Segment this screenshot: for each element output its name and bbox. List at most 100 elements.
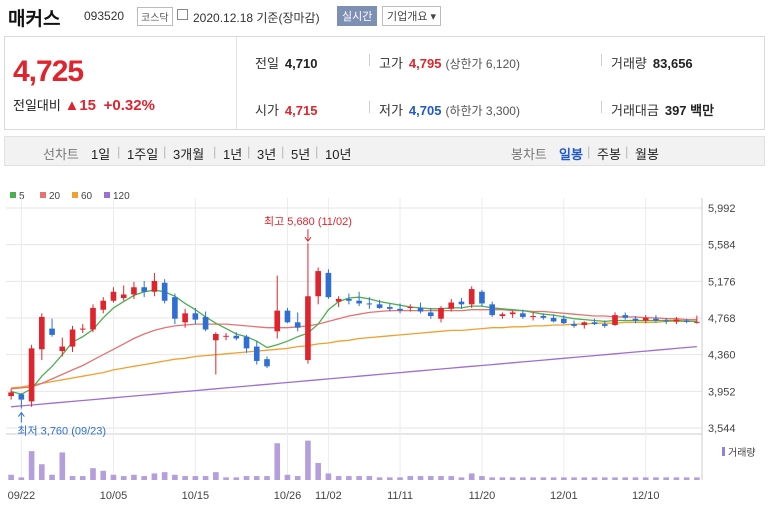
moving-averages (10, 289, 697, 408)
volume-bar (550, 477, 557, 480)
x-tick-label: 11/02 (315, 490, 342, 502)
candle-body (366, 303, 373, 305)
candle-body (520, 313, 526, 317)
volume-bar (673, 477, 680, 480)
candle-weekly[interactable]: 주봉 (597, 147, 621, 162)
candle-body (694, 321, 700, 323)
candle-body (591, 322, 598, 325)
legend-label: 60 (81, 191, 93, 202)
candle-body (39, 316, 45, 350)
candle-chart-label[interactable]: 봉차트 (511, 147, 547, 162)
candle-body (601, 324, 608, 326)
legend-label: 120 (113, 191, 130, 202)
x-axis: 09/22 10/05 10/15 10/26 11/02 11/11 11/20 12/01… (8, 490, 660, 502)
candle-body (530, 316, 536, 318)
legend-swatch (104, 192, 110, 198)
x-tick-label: 09/22 (8, 490, 36, 502)
candle-body (663, 320, 669, 322)
volume-bar (561, 477, 567, 480)
y-axis: 5,992 5,584 5,176 4,768 4,360 3,952 3,544 (708, 203, 736, 435)
volume-bar (632, 477, 639, 480)
volume-bar (79, 476, 86, 480)
volume-bar (622, 477, 629, 480)
volume-bar (172, 474, 178, 480)
stock-header: 매커스 093520 코스닥 2020.12.18 기준(장마감) 실시간 기업… (0, 0, 769, 30)
chart-grid (6, 198, 703, 480)
period-1d[interactable]: 1일 (91, 147, 111, 162)
volume-bar (28, 451, 35, 480)
legend-label: 5 (19, 191, 25, 202)
volume-bar (438, 476, 444, 480)
period-5y[interactable]: 5년 (291, 147, 311, 162)
high-annotation: 최고 5,680 (11/02) (264, 215, 352, 228)
candle-monthly[interactable]: 월봉 (635, 147, 659, 162)
volume-bar (90, 468, 96, 480)
volume-bar (110, 474, 117, 480)
period-1w[interactable]: 1주일 (127, 147, 159, 162)
separator: | (315, 144, 319, 159)
y-tick-label: 3,544 (708, 423, 736, 435)
candle-body (141, 287, 147, 292)
candle-body (540, 316, 547, 318)
volume-bar (305, 440, 311, 480)
y-tick-label: 4,360 (708, 350, 736, 362)
change-label: 전일대비 (13, 98, 61, 113)
line-chart-label[interactable]: 선차트 (43, 147, 79, 162)
candle-body (18, 394, 25, 400)
legend-label: 20 (49, 191, 61, 202)
candle-body (202, 316, 209, 330)
legend-swatch (10, 192, 16, 198)
volume-bar (325, 473, 332, 480)
candle-body (69, 329, 76, 347)
volume-bar (100, 470, 107, 480)
volume-bar (202, 476, 209, 480)
period-3m[interactable]: 3개월 (173, 147, 205, 162)
candle-body (305, 296, 311, 361)
candle-body (172, 297, 178, 319)
x-tick-label: 11/11 (387, 490, 413, 502)
stock-name: 매커스 (8, 9, 61, 30)
legend-swatch (40, 192, 46, 198)
x-tick-label: 12/01 (550, 490, 578, 502)
separator: | (213, 144, 217, 159)
volume-bar (294, 476, 301, 480)
volume-bar (141, 476, 147, 480)
candle-body (264, 359, 270, 367)
period-1y[interactable]: 1년 (223, 147, 243, 162)
candle-body (458, 301, 465, 305)
volume-bar (417, 476, 424, 480)
candle-body (59, 346, 66, 352)
candle-body (571, 324, 577, 326)
x-tick-label: 10/26 (274, 490, 302, 502)
candle-body (161, 282, 168, 301)
candle-body (612, 315, 618, 326)
volume-bar (509, 477, 516, 480)
volume-bar (448, 476, 455, 480)
candle-body (622, 315, 629, 318)
volume-bar (458, 477, 465, 480)
candle-body (223, 335, 229, 337)
y-tick-label: 5,176 (708, 276, 736, 288)
stock-chart[interactable]: 5 20 60 120 5,992 5,584 5,176 4,768 4,360 3,952 3… (0, 172, 769, 507)
volume-bar (120, 476, 127, 480)
volume-bar (131, 474, 137, 480)
candle-body (407, 307, 414, 309)
volume-bar (253, 476, 260, 480)
volume-bar (39, 464, 45, 480)
period-10y[interactable]: 10년 (325, 147, 352, 162)
realtime-button[interactable]: 실시간 (337, 6, 378, 26)
volume-bar (161, 472, 168, 480)
candle-body (550, 317, 557, 322)
separator: | (247, 144, 251, 159)
candle-daily[interactable]: 일봉 (559, 147, 583, 162)
candle-body (581, 322, 588, 326)
volume-bar (213, 472, 219, 480)
volume-bar (479, 476, 485, 480)
volume-bar (601, 477, 608, 480)
separator: | (163, 144, 167, 159)
volume-bar (612, 477, 618, 480)
candle-body (131, 287, 137, 295)
candle-body (335, 298, 342, 302)
company-overview-dropdown[interactable]: 기업개요 ▾ (382, 6, 442, 26)
period-3y[interactable]: 3년 (257, 147, 277, 162)
